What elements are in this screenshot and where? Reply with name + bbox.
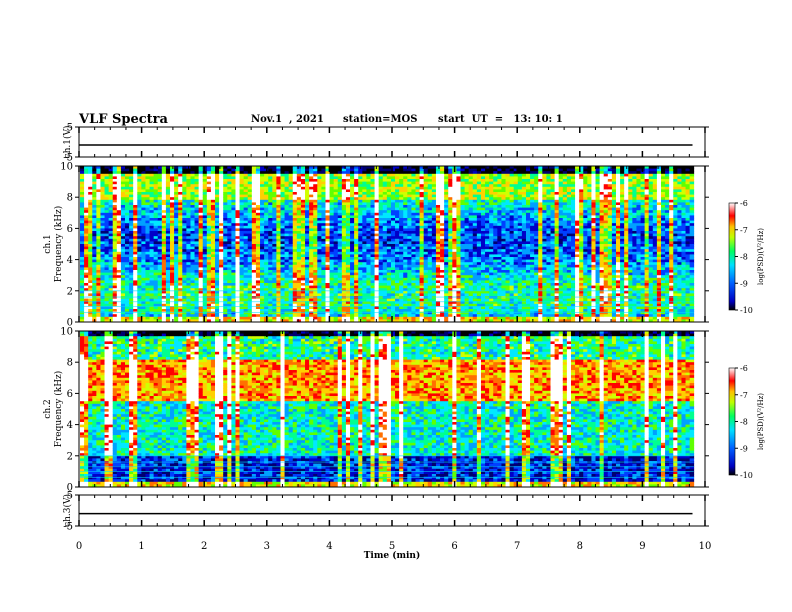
y-axis-label: ch.1(V) [62,126,73,159]
date-label: Nov.1 , 2021 [251,114,324,125]
chart-title: VLF Spectra [79,112,168,127]
colorbar-tick-label: -8 [740,418,748,427]
colorbar-tick-label: -9 [740,279,748,288]
y-tick-label: 0 [67,318,73,329]
colorbar-label: log(PSD)(V²/Hz) [757,228,765,285]
colorbar-tick-label: -8 [740,253,748,262]
x-tick-label: 3 [264,541,270,552]
y-tick-label: -5 [63,153,73,164]
y-tick-label: 4 [67,420,73,431]
y-axis-label: Frequency (kHz) [53,206,64,283]
colorbar-tick-label: -7 [740,391,748,400]
y-tick-label: 6 [67,389,73,400]
y-tick-label: 5 [67,123,73,134]
colorbar-label: log(PSD)(V²/Hz) [757,393,765,450]
y-tick-label: 4 [67,255,73,266]
colorbar [728,202,736,311]
colorbar-tick-label: -10 [740,306,753,315]
x-tick-label: 8 [577,541,583,552]
x-tick-label: 4 [326,541,332,552]
x-tick-label: 10 [699,541,712,552]
x-tick-label: 0 [76,541,82,552]
station-label: station=MOS [343,114,418,125]
y-tick-label: 10 [60,162,73,173]
y-axis-label: ch.1 [43,234,53,253]
x-tick-label: 1 [138,541,144,552]
ch1-spectrogram-image [80,166,695,323]
y-axis-label: ch.2 [43,399,53,418]
colorbar-tick-label: -6 [740,364,748,373]
colorbar [728,367,736,476]
colorbar-tick-label: -10 [740,471,753,480]
y-tick-label: 8 [67,193,73,204]
ch2-spectrogram-image [80,331,695,488]
x-tick-label: 5 [389,541,395,552]
y-axis-label: Frequency (kHz) [53,371,64,448]
y-tick-label: 8 [67,358,73,369]
y-tick-label: 10 [60,327,73,338]
y-tick-label: 5 [67,491,73,502]
x-tick-label: 7 [514,541,520,552]
y-axis-label: ch.3(V) [62,494,73,527]
colorbar-tick-label: -7 [740,226,748,235]
y-tick-label: 2 [67,286,73,297]
y-tick-label: -5 [63,522,73,533]
x-tick-label: 2 [201,541,207,552]
colorbar-tick-label: -6 [740,199,748,208]
x-tick-label: 9 [639,541,645,552]
colorbar-tick-label: -9 [740,444,748,453]
start-time-label: start UT = 13: 10: 1 [438,114,563,125]
x-axis-label: Time (min) [364,550,421,561]
y-tick-label: 2 [67,451,73,462]
x-tick-label: 6 [451,541,457,552]
y-tick-label: 0 [67,483,73,494]
y-tick-label: 6 [67,224,73,235]
